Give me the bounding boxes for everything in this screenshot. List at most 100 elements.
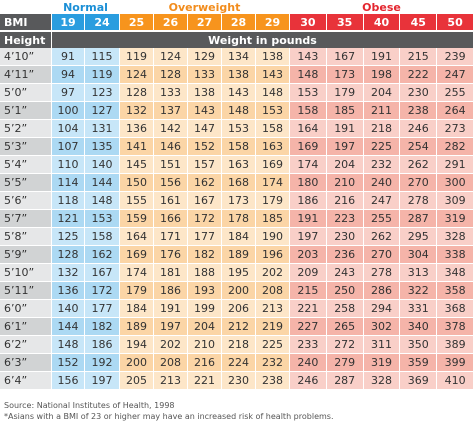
weight: 151: [154, 156, 188, 174]
weight: 150: [120, 174, 154, 192]
weight: 174: [256, 174, 290, 192]
weight: 143: [188, 102, 222, 120]
weight: 224: [222, 354, 256, 372]
weight: 153: [85, 210, 120, 228]
weight: 145: [120, 156, 154, 174]
weight: 174: [290, 156, 327, 174]
weight: 270: [363, 246, 401, 264]
weight: 200: [222, 282, 256, 300]
weight: 225: [256, 336, 290, 354]
height: 5’0”: [0, 84, 52, 102]
weight: 212: [222, 318, 256, 336]
weight: 177: [85, 300, 120, 318]
weight: 287: [326, 372, 364, 390]
bmi-table: Normal Overweight Obese BMI 19 24 25 26 27 28 29 30…: [0, 0, 474, 390]
source: Source: National Institutes of Health, 1…: [4, 401, 175, 410]
weight: 132: [52, 264, 85, 282]
weight: 144: [52, 318, 85, 336]
weight: 152: [188, 138, 222, 156]
weight: 338: [437, 246, 474, 264]
weight: 136: [52, 282, 85, 300]
weight: 147: [188, 120, 222, 138]
weight: 133: [154, 84, 188, 102]
weight: 138: [188, 84, 222, 102]
weight: 233: [290, 336, 327, 354]
weight: 209: [290, 264, 327, 282]
bmi-value: 29: [256, 14, 290, 30]
weight: 148: [52, 336, 85, 354]
height: 4’11”: [0, 66, 52, 84]
weight: 246: [290, 372, 327, 390]
weight: 137: [154, 102, 188, 120]
weight: 167: [85, 264, 120, 282]
weight: 272: [326, 336, 364, 354]
weight: 278: [363, 264, 401, 282]
weight: 131: [85, 120, 120, 138]
bmi-value: 24: [85, 14, 120, 30]
weight: 221: [188, 372, 222, 390]
weight: 189: [222, 246, 256, 264]
weight: 144: [85, 174, 120, 192]
weight: 173: [222, 192, 256, 210]
weight: 410: [437, 372, 474, 390]
weight: 195: [222, 264, 256, 282]
weight: 216: [188, 354, 222, 372]
weight: 213: [154, 372, 188, 390]
height: 5’4”: [0, 156, 52, 174]
height: 5’8”: [0, 228, 52, 246]
weight: 185: [256, 210, 290, 228]
weight: 313: [400, 264, 438, 282]
weight: 255: [437, 84, 474, 102]
weight: 270: [400, 174, 438, 192]
weight: 141: [120, 138, 154, 156]
weight: 369: [400, 372, 438, 390]
weight: 163: [256, 138, 290, 156]
height-label: Height: [0, 32, 52, 48]
weight: 169: [256, 156, 290, 174]
weight: 221: [290, 300, 327, 318]
weight: 322: [400, 282, 438, 300]
weight: 189: [120, 318, 154, 336]
weight: 152: [52, 354, 85, 372]
weight: 230: [222, 372, 256, 390]
height: 5’5”: [0, 174, 52, 192]
weight: 153: [290, 84, 327, 102]
weight: 223: [326, 210, 364, 228]
weight-label: Weight in pounds: [52, 32, 474, 48]
weight: 156: [154, 174, 188, 192]
height: 4’10”: [0, 48, 52, 66]
height: 5’1”: [0, 102, 52, 120]
weight: 110: [52, 156, 85, 174]
weight: 311: [363, 336, 401, 354]
weight: 254: [400, 138, 438, 156]
weight: 133: [188, 66, 222, 84]
weight: 191: [290, 210, 327, 228]
weight: 107: [52, 138, 85, 156]
bmi-value: 35: [326, 14, 364, 30]
weight: 164: [290, 120, 327, 138]
weight: 211: [363, 102, 401, 120]
weight: 204: [363, 84, 401, 102]
weight: 304: [400, 246, 438, 264]
weight: 302: [363, 318, 401, 336]
weight: 91: [52, 48, 85, 66]
weight: 208: [154, 354, 188, 372]
weight: 200: [120, 354, 154, 372]
weight: 119: [120, 48, 154, 66]
weight: 174: [120, 264, 154, 282]
weight: 136: [120, 120, 154, 138]
weight: 247: [437, 66, 474, 84]
weight: 143: [256, 66, 290, 84]
weight: 262: [400, 156, 438, 174]
weight: 199: [188, 300, 222, 318]
weight: 202: [256, 264, 290, 282]
bmi-value: 40: [363, 14, 401, 30]
weight: 121: [52, 210, 85, 228]
weight: 208: [256, 282, 290, 300]
weight: 191: [326, 120, 364, 138]
weight: 286: [363, 282, 401, 300]
weight: 262: [363, 228, 401, 246]
bmi-value: 45: [400, 14, 438, 30]
weight: 210: [188, 336, 222, 354]
weight: 198: [363, 66, 401, 84]
